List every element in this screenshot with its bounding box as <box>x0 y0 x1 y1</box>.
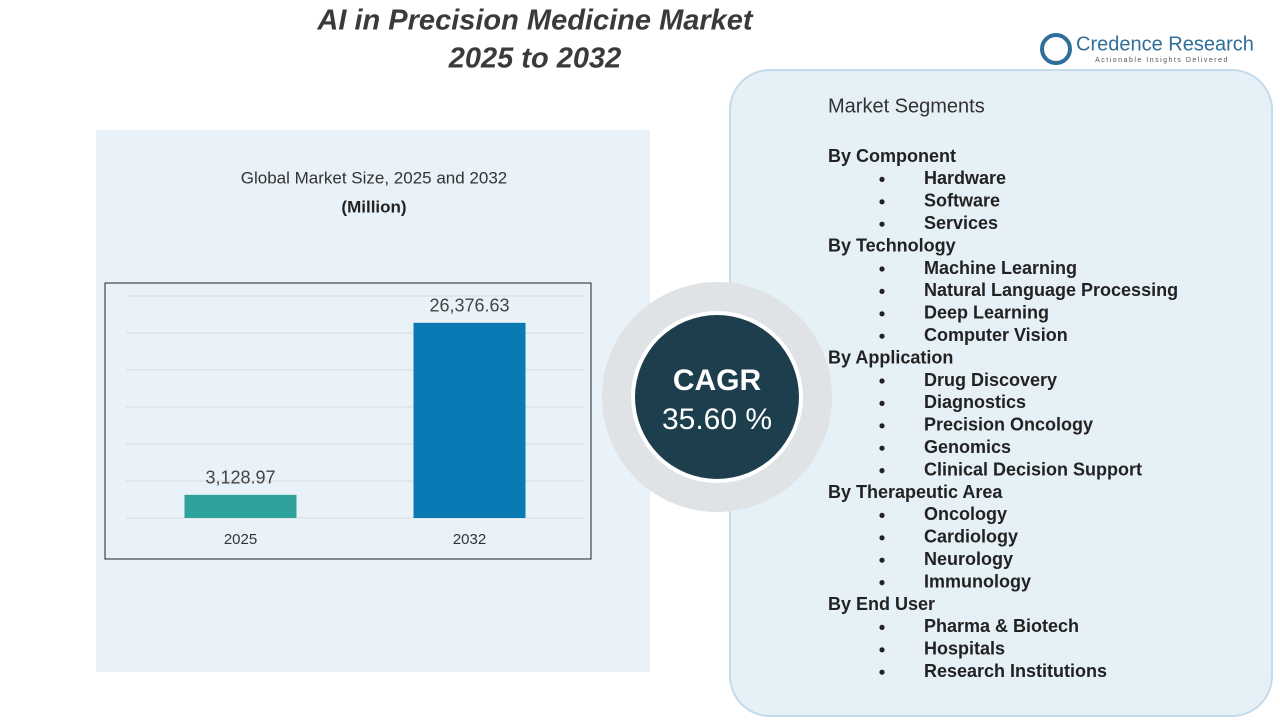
segment-item: Machine Learning <box>924 258 1077 278</box>
bullet <box>879 400 885 406</box>
bullet <box>879 311 885 317</box>
segment-item: Natural Language Processing <box>924 280 1178 300</box>
segment-item: Genomics <box>924 437 1011 457</box>
bullet <box>879 445 885 451</box>
segment-item: Deep Learning <box>924 303 1049 323</box>
bar <box>413 322 526 518</box>
x-tick-label: 2025 <box>224 531 257 548</box>
cagr-value: 35.60 % <box>662 403 772 436</box>
chart-unit: (Million) <box>341 197 406 216</box>
data-label: 3,128.97 <box>205 468 275 488</box>
bullet <box>879 580 885 586</box>
segment-title: By End User <box>828 594 935 614</box>
cagr-badge <box>635 315 799 479</box>
bar <box>184 494 297 518</box>
segment-item: Software <box>924 191 1000 211</box>
tagline: Actionable Insights Delivered <box>1095 57 1229 64</box>
segment-item: Drug Discovery <box>924 370 1057 390</box>
data-label: 26,376.63 <box>429 296 509 316</box>
bullet <box>879 266 885 272</box>
bullet <box>879 647 885 653</box>
map-panel <box>96 130 650 672</box>
segment-title: By Application <box>828 347 953 367</box>
logo-icon <box>1040 33 1072 65</box>
segment-item: Precision Oncology <box>924 415 1093 435</box>
bullet <box>879 624 885 631</box>
chart-frame <box>104 282 592 560</box>
segment-item: Hardware <box>924 168 1006 188</box>
segment-item: Computer Vision <box>924 325 1068 345</box>
cagr-label: CAGR <box>673 364 762 397</box>
title: 2025 to 2032 <box>448 43 622 75</box>
chart-subtitle: Global Market Size, 2025 and 2032 <box>241 168 508 187</box>
segment-item: Cardiology <box>924 527 1018 547</box>
segment-item: Clinical Decision Support <box>924 459 1142 479</box>
segment-item: Neurology <box>924 549 1013 569</box>
bullet <box>879 378 885 384</box>
segment-item: Pharma & Biotech <box>924 616 1079 636</box>
segment-item: Diagnostics <box>924 392 1026 412</box>
bullet <box>879 176 885 182</box>
segment-item: Services <box>924 213 998 233</box>
title: AI in Precision Medicine Market <box>316 5 753 37</box>
bullet <box>879 288 885 294</box>
segment-item: Oncology <box>924 504 1007 524</box>
brand: Credence Research <box>1076 33 1254 55</box>
x-tick-label: 2032 <box>453 531 486 548</box>
segment-item: Hospitals <box>924 639 1005 659</box>
bullet <box>879 557 885 563</box>
segment-title: By Component <box>828 146 956 166</box>
bullet <box>879 199 885 205</box>
bullet <box>879 423 885 429</box>
bullet <box>879 669 885 675</box>
bullet <box>879 535 885 541</box>
segment-item: Research Institutions <box>924 661 1107 681</box>
bullet <box>879 468 885 474</box>
segment-title: By Therapeutic Area <box>828 482 1003 502</box>
bullet <box>879 512 885 519</box>
bullet <box>879 333 885 339</box>
bullet <box>879 221 885 227</box>
segment-item: Immunology <box>924 571 1031 591</box>
segments-heading: Market Segments <box>828 95 985 117</box>
segment-title: By Technology <box>828 235 956 255</box>
